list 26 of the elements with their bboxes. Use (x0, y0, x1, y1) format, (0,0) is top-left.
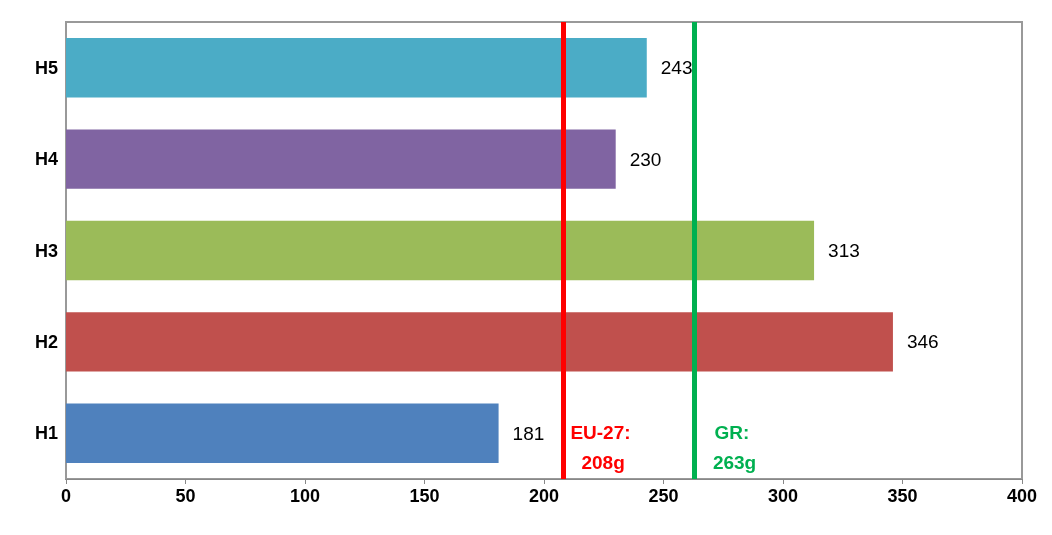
x-tick-label: 150 (409, 486, 440, 506)
bar (66, 403, 499, 464)
data-label: 230 (629, 148, 662, 170)
x-tick-label: 400 (1006, 486, 1038, 506)
ref-line-label: EU-27: 208g (570, 421, 636, 473)
data-label: 346 (906, 331, 939, 353)
bar (66, 38, 647, 98)
x-tick-label: 350 (887, 486, 918, 506)
bar (66, 312, 893, 372)
ref-line-label: GR: 263g (712, 421, 757, 473)
x-tick-label: 250 (648, 486, 679, 506)
data-label: 313 (828, 240, 860, 261)
y-tick-label: H3 (34, 240, 58, 261)
y-tick-label: H1 (34, 423, 58, 444)
y-tick-label: H2 (34, 331, 58, 352)
x-tick-label: 100 (289, 486, 321, 506)
bar (66, 220, 815, 281)
x-tick-label: 200 (528, 486, 560, 506)
data-label: 181 (512, 422, 545, 444)
x-tick-label: 0 (60, 486, 72, 506)
data-label: 243 (660, 57, 693, 79)
bar (66, 129, 616, 189)
y-tick-label: H4 (34, 149, 58, 170)
y-tick-label: H5 (34, 57, 58, 78)
x-tick-label: 50 (175, 486, 196, 506)
x-tick-label: 300 (767, 486, 799, 506)
